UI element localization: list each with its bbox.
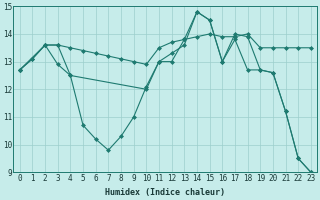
X-axis label: Humidex (Indice chaleur): Humidex (Indice chaleur) [105, 188, 225, 197]
